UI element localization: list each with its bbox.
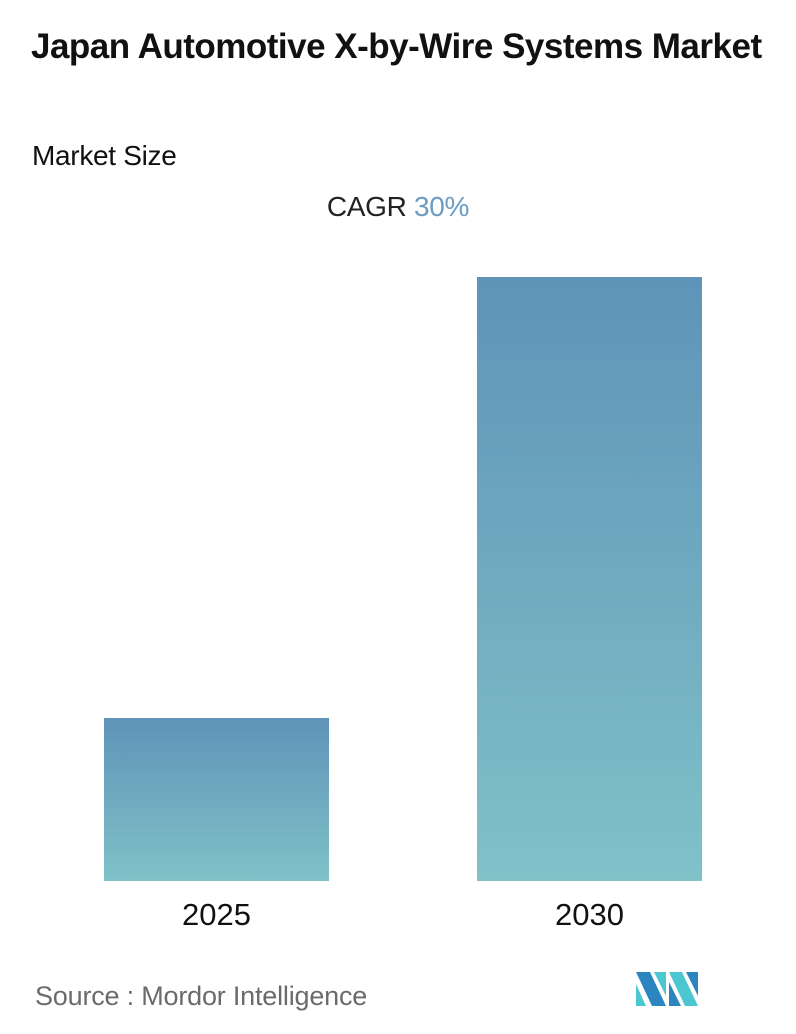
bar-2030 xyxy=(477,277,702,881)
cagr-label: CAGR xyxy=(326,191,407,222)
chart-subtitle: Market Size xyxy=(32,140,177,171)
x-tick-label-2025: 2025 xyxy=(182,897,251,932)
source-text: Source : Mordor Intelligence xyxy=(35,981,368,1011)
cagr-annotation: CAGR 30% xyxy=(0,189,796,225)
chart-title: Japan Automotive X-by-Wire Systems Marke… xyxy=(31,27,762,66)
mordor-intelligence-logo-icon xyxy=(636,972,698,1006)
x-tick-label-2030: 2030 xyxy=(555,897,624,932)
bar-2025 xyxy=(104,718,329,881)
cagr-value: 30% xyxy=(414,191,470,222)
